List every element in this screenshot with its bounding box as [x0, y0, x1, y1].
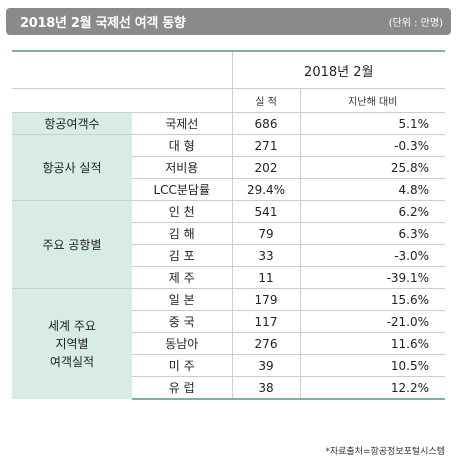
table-row: 항공사 실적 대 형 271 -0.3%: [12, 134, 446, 201]
table-row: 제 주 11 -39.1%: [12, 266, 446, 289]
actual-cell: 79: [231, 222, 300, 245]
table-row: 세계 주요 지역별 여객실적 일 본 179 15.6%: [12, 288, 446, 399]
change-cell: 6.3%: [299, 222, 446, 245]
change-cell: -0.3%: [299, 134, 446, 157]
category-cell: 일 본: [132, 288, 232, 311]
table-row: 김 포 33 -3.0%: [12, 244, 446, 267]
title-bar: 2018년 2월 국제선 여객 동향 (단위 : 만명): [6, 8, 451, 35]
header-row-columns: 실 적 지난해 대비: [12, 88, 446, 113]
actual-cell: 11: [231, 266, 300, 289]
table-row: 중 국 117 -21.0%: [12, 310, 446, 333]
category-cell: LCC분담률: [132, 178, 232, 201]
group-label-line: 여객실적: [49, 355, 95, 369]
actual-cell: 117: [231, 310, 300, 333]
change-cell: -39.1%: [299, 266, 446, 289]
table-row: 주요 공항별 인 천 541 6.2%: [12, 200, 446, 289]
actual-cell: 276: [231, 332, 300, 355]
category-cell: 국제선: [132, 112, 232, 135]
group-label: 주요 공항별: [12, 200, 132, 289]
table-row: 유 럽 38 12.2%: [12, 376, 446, 400]
category-cell: 대 형: [132, 134, 232, 157]
actual-cell: 38: [231, 376, 300, 400]
source-note: *자료출처=항공정보포털시스템: [325, 447, 445, 457]
category-cell: 미 주: [132, 354, 232, 377]
category-cell: 인 천: [132, 200, 232, 223]
change-cell: -3.0%: [299, 244, 446, 267]
table-row: 동남아 276 11.6%: [12, 332, 446, 355]
group-label-line: 세계 주요: [48, 319, 96, 333]
unit-label: (단위 : 만명): [388, 18, 443, 29]
change-cell: 6.2%: [299, 200, 446, 223]
category-cell: 유 럽: [132, 376, 232, 400]
table-row: 항공여객수 국제선 686 5.1%: [12, 112, 446, 135]
col-actual-header: 실 적: [231, 88, 300, 113]
actual-cell: 29.4%: [231, 178, 300, 201]
table-row: LCC분담률 29.4% 4.8%: [12, 178, 446, 201]
actual-cell: 179: [231, 288, 300, 311]
group-label: 세계 주요 지역별 여객실적: [12, 288, 132, 399]
col-change-header: 지난해 대비: [299, 88, 446, 113]
page-title: 2018년 2월 국제선 여객 동향: [20, 16, 186, 31]
change-cell: 4.8%: [299, 178, 446, 201]
group-label-line: 지역별: [55, 337, 89, 351]
change-cell: 12.2%: [299, 376, 446, 400]
category-cell: 저비용: [132, 156, 232, 179]
header-row-period: 2018년 2월: [12, 50, 446, 89]
category-cell: 제 주: [132, 266, 232, 289]
actual-cell: 541: [231, 200, 300, 223]
category-cell: 동남아: [132, 332, 232, 355]
category-cell: 김 포: [132, 244, 232, 267]
category-cell: 중 국: [132, 310, 232, 333]
passenger-table: 2018년 2월 실 적 지난해 대비 항공여객수 국제선 686 5.1% 항…: [12, 50, 446, 400]
category-cell: 김 해: [132, 222, 232, 245]
actual-cell: 202: [231, 156, 300, 179]
table-row: 김 해 79 6.3%: [12, 222, 446, 245]
change-cell: -21.0%: [299, 310, 446, 333]
change-cell: 5.1%: [299, 112, 446, 135]
group-label: 항공사 실적: [12, 134, 132, 201]
table-row: 미 주 39 10.5%: [12, 354, 446, 377]
actual-cell: 39: [231, 354, 300, 377]
change-cell: 25.8%: [299, 156, 446, 179]
period-header: 2018년 2월: [231, 50, 446, 89]
change-cell: 11.6%: [299, 332, 446, 355]
group-label: 항공여객수: [12, 112, 132, 135]
actual-cell: 33: [231, 244, 300, 267]
change-cell: 10.5%: [299, 354, 446, 377]
actual-cell: 271: [231, 134, 300, 157]
change-cell: 15.6%: [299, 288, 446, 311]
actual-cell: 686: [231, 112, 300, 135]
table-row: 저비용 202 25.8%: [12, 156, 446, 179]
